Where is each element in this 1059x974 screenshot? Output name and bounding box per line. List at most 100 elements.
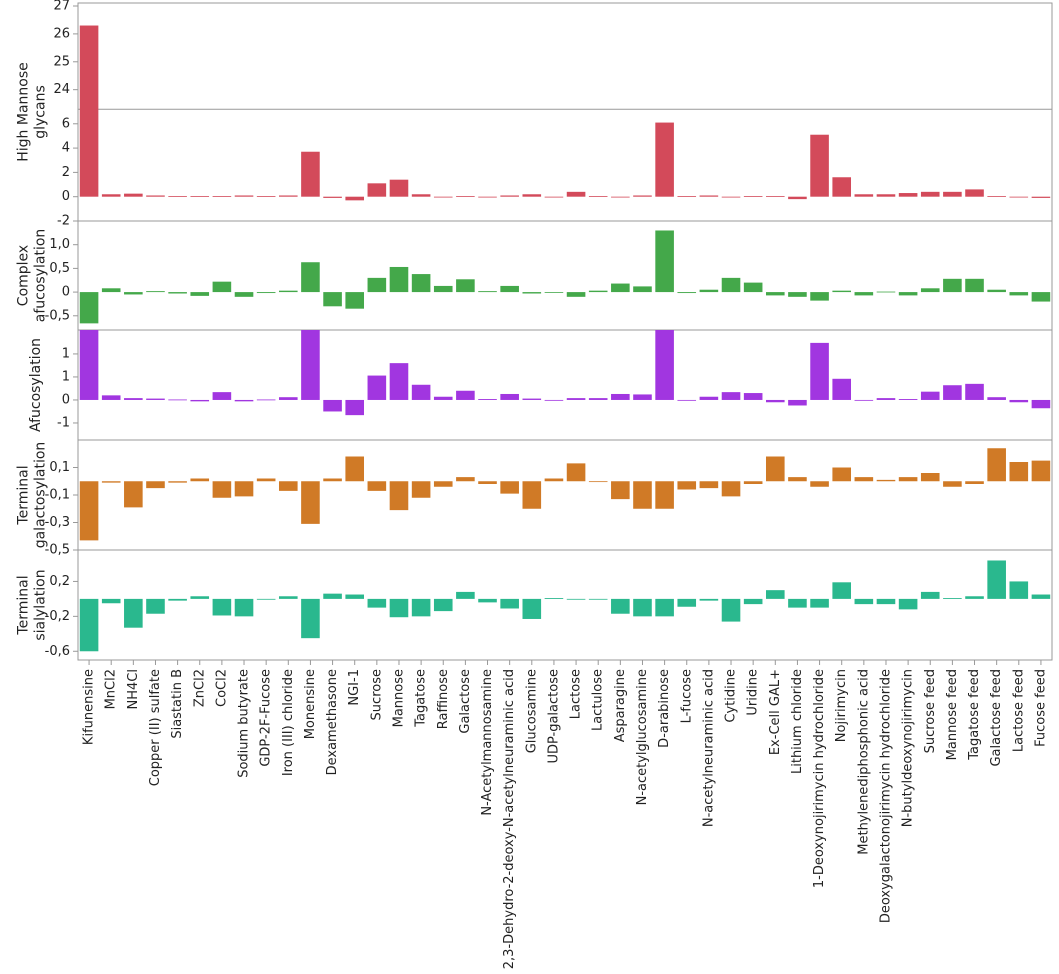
bar: [655, 122, 674, 197]
bar: [965, 383, 984, 400]
x-tick-label: UDP-galactose: [546, 669, 561, 764]
bar: [345, 456, 365, 482]
bar: [943, 278, 962, 293]
bar: [389, 598, 409, 618]
y-tick-label: 0: [62, 392, 70, 407]
bar: [832, 582, 852, 599]
y-axis-label: galactosylation: [33, 442, 49, 549]
bar: [677, 598, 697, 607]
x-tick-label: Sucrose feed: [923, 669, 938, 753]
panel-frame: [77, 2, 1053, 222]
bar: [721, 277, 741, 293]
x-tick-label: Siastatin B: [170, 669, 185, 739]
bar: [810, 134, 829, 197]
bar: [677, 481, 697, 490]
bar: [1031, 460, 1051, 482]
x-tick-label: Sodium butyrate: [237, 669, 252, 778]
bar: [522, 598, 542, 619]
x-tick-label: Glucosamine: [524, 669, 539, 753]
bar: [810, 342, 829, 400]
bar: [854, 477, 874, 482]
bar: [1031, 399, 1051, 409]
x-tick-label: Dexamethasone: [325, 669, 340, 775]
x-tick-label: Raffinose: [436, 669, 451, 729]
x-tick-label: Uridine: [746, 669, 761, 716]
x-tick-label: Sucrose: [369, 669, 384, 720]
x-tick-label: Galactose feed: [989, 669, 1004, 767]
bar: [588, 290, 608, 293]
bar: [411, 481, 431, 498]
bar: [588, 398, 608, 400]
bar: [765, 399, 785, 403]
y-axis-label: afucosylation: [33, 229, 49, 323]
y-tick-label: 6: [62, 116, 70, 131]
x-tick-label: Lactose feed: [1011, 669, 1026, 752]
bar: [367, 481, 387, 491]
bar: [876, 194, 896, 197]
bar: [765, 196, 785, 197]
bar: [456, 196, 475, 197]
bar: [743, 282, 763, 293]
bar: [765, 292, 785, 296]
bar: [788, 196, 807, 200]
y-axis-label: High Mannose: [16, 62, 32, 162]
bar: [79, 598, 99, 652]
bar: [633, 286, 652, 293]
bar: [965, 481, 984, 484]
bar: [566, 598, 586, 600]
bar: [898, 292, 918, 296]
bar: [677, 292, 697, 294]
bar: [854, 598, 874, 605]
bar: [234, 598, 254, 617]
bar: [566, 191, 586, 197]
bar: [611, 481, 630, 500]
bar: [433, 196, 453, 198]
bar: [1031, 594, 1051, 599]
bar: [810, 481, 829, 487]
bar: [1009, 462, 1029, 482]
x-tick-label: CoCl2: [214, 669, 229, 707]
bars: [79, 330, 1051, 416]
bar: [920, 473, 940, 482]
bar: [256, 196, 276, 197]
bar: [832, 467, 852, 482]
bar: [677, 196, 697, 197]
bar: [101, 598, 121, 604]
bar: [987, 448, 1006, 482]
bar: [743, 393, 763, 400]
x-tick-label: Lithium chloride: [790, 669, 805, 774]
x-tick-label: Lactulose: [591, 669, 606, 731]
bar: [588, 598, 608, 600]
bar: [433, 396, 453, 400]
x-tick-label: Copper (II) sulfate: [148, 669, 163, 786]
bar: [301, 151, 320, 197]
x-tick-label: Mannose: [391, 669, 406, 727]
y-tick-label: 27: [53, 0, 70, 14]
bar: [500, 481, 519, 494]
y-tick-label: 2: [62, 165, 70, 180]
bar: [367, 598, 387, 608]
bar: [699, 195, 719, 197]
bar: [301, 262, 320, 293]
bar: [367, 277, 387, 293]
x-tick-label: Methylenediphosphonic acid: [856, 669, 871, 855]
bar: [433, 598, 453, 612]
bar: [168, 292, 187, 294]
bar: [478, 399, 497, 400]
y-axis-label: glycans: [33, 85, 49, 139]
bar: [212, 598, 232, 616]
bar: [500, 195, 519, 197]
bar: [234, 399, 254, 402]
bar: [876, 598, 896, 605]
bar: [1009, 581, 1029, 599]
bar: [876, 479, 896, 482]
bar: [79, 481, 99, 541]
bar: [478, 196, 497, 198]
bar: [212, 196, 232, 197]
bar: [500, 393, 519, 400]
bar: [389, 363, 409, 400]
bar: [611, 283, 630, 293]
bar: [920, 191, 940, 197]
bar: [146, 398, 165, 400]
bar: [810, 598, 829, 608]
